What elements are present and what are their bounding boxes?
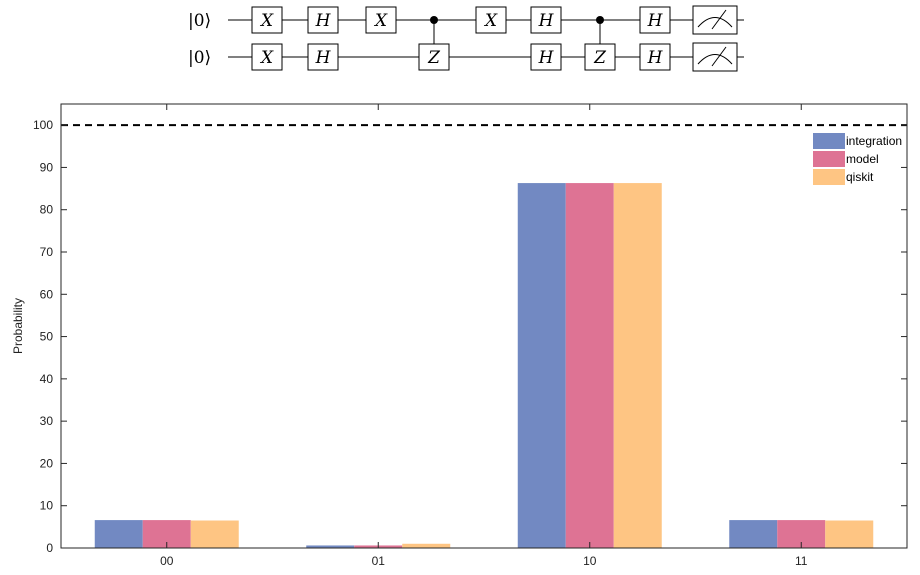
measure-icon (697, 17, 733, 28)
y-tick-label: 70 (40, 245, 54, 259)
gate-box (251, 43, 283, 71)
legend: integration model qiskit (813, 133, 902, 185)
gate-label: H (647, 11, 664, 31)
gate-label: X (259, 11, 274, 31)
legend-swatch-qiskit (813, 169, 845, 185)
gate-box (639, 43, 671, 71)
y-tick-label: 90 (40, 160, 54, 174)
x-tick-label: 10 (583, 554, 597, 568)
y-tick-label: 40 (40, 372, 54, 386)
bar-qiskit-10 (613, 183, 662, 548)
gate-box (639, 6, 671, 34)
gate-box (251, 6, 283, 34)
y-tick-label: 10 (40, 499, 54, 513)
bar-integration-01 (306, 545, 355, 548)
legend-label-qiskit: qiskit (846, 170, 874, 184)
bars-group (94, 183, 874, 548)
gate-box (365, 6, 397, 34)
gate-label: H (538, 48, 555, 68)
y-tick-label: 60 (40, 287, 54, 301)
bar-chart: 0 10 20 30 40 50 60 70 80 90 100 00 01 10 11 Probabil… (11, 103, 908, 568)
gate-label: Z (427, 48, 441, 68)
legend-swatch-integration (813, 133, 845, 149)
x-tick-label: 11 (795, 554, 808, 568)
gate-box (530, 6, 562, 34)
bar-integration-11 (729, 520, 778, 548)
bar-integration-10 (517, 183, 566, 548)
quantum-circuit: |0⟩|0⟩X H X X H HX H Z H Z H (188, 5, 744, 72)
y-tick-label: 50 (40, 330, 54, 344)
measure-icon (697, 54, 733, 65)
y-axis-ticks: 0 10 20 30 40 50 60 70 80 90 100 (33, 118, 907, 555)
bar-qiskit-01 (402, 543, 451, 548)
legend-label-model: model (846, 152, 879, 166)
legend-label-integration: integration (846, 134, 902, 148)
y-tick-label: 80 (40, 203, 54, 217)
gate-box (584, 43, 616, 71)
y-tick-label: 0 (46, 541, 53, 555)
measure-needle-icon (711, 46, 727, 67)
y-tick-label: 30 (40, 414, 54, 428)
axes-frame (60, 103, 908, 549)
bar-qiskit-00 (190, 520, 239, 548)
x-tick-label: 00 (160, 554, 174, 568)
gate-label: Z (593, 48, 607, 68)
y-tick-label: 20 (40, 456, 54, 470)
gate-label: H (647, 48, 664, 68)
bar-integration-00 (94, 520, 143, 548)
x-tick-label: 01 (372, 554, 386, 568)
measure-needle-icon (711, 9, 727, 30)
gate-label: X (483, 11, 498, 31)
legend-swatch-model (813, 151, 845, 167)
gate-box (307, 43, 339, 71)
gate-label: H (315, 11, 332, 31)
measure-box (692, 5, 738, 35)
bar-model-10 (565, 183, 614, 548)
gate-label: X (259, 48, 274, 68)
qubit-init-label-1: |0⟩ (188, 48, 211, 68)
gate-box (530, 43, 562, 71)
qubit-init-label-0: |0⟩ (188, 11, 211, 31)
gate-label: H (315, 48, 332, 68)
control-dot (430, 16, 438, 24)
gate-box (418, 43, 450, 71)
gate-box (307, 6, 339, 34)
bar-qiskit-11 (825, 520, 874, 548)
y-tick-label: 100 (33, 118, 53, 132)
gate-label: X (373, 11, 388, 31)
gate-label: H (538, 11, 555, 31)
gate-box (475, 6, 507, 34)
x-axis-ticks: 00 01 10 11 (160, 104, 808, 568)
measure-box (692, 42, 738, 72)
y-axis-label: Probability (11, 298, 25, 354)
control-dot (596, 16, 604, 24)
